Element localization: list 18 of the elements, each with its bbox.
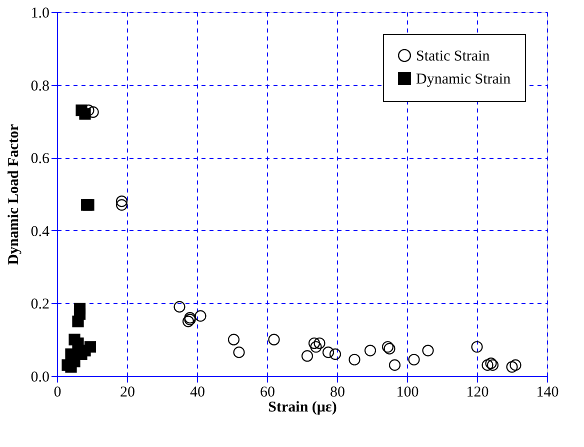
x-tick-label: 140 (536, 384, 559, 400)
x-axis-title: Strain (με) (268, 400, 337, 416)
y-tick-label: 1.0 (30, 6, 50, 22)
y-tick-label: 0.0 (30, 370, 50, 386)
x-tick-label: 120 (466, 384, 489, 400)
x-tick-label: 0 (54, 384, 62, 400)
x-tick-label: 60 (260, 384, 275, 400)
x-tick-label: 100 (396, 384, 419, 400)
y-tick-label: 0.4 (30, 224, 50, 240)
y-tick-label: 0.6 (30, 151, 50, 168)
legend-label: Dynamic Strain (416, 72, 512, 88)
x-tick-label: 80 (330, 384, 345, 400)
x-tick-label: 20 (120, 384, 135, 400)
y-tick-label: 0.8 (30, 78, 50, 94)
y-axis-title: Dynamic Load Factor (6, 124, 22, 265)
y-tick-label: 0.2 (30, 296, 50, 313)
x-tick-label: 40 (190, 384, 205, 400)
legend-label: Static Strain (416, 48, 490, 64)
